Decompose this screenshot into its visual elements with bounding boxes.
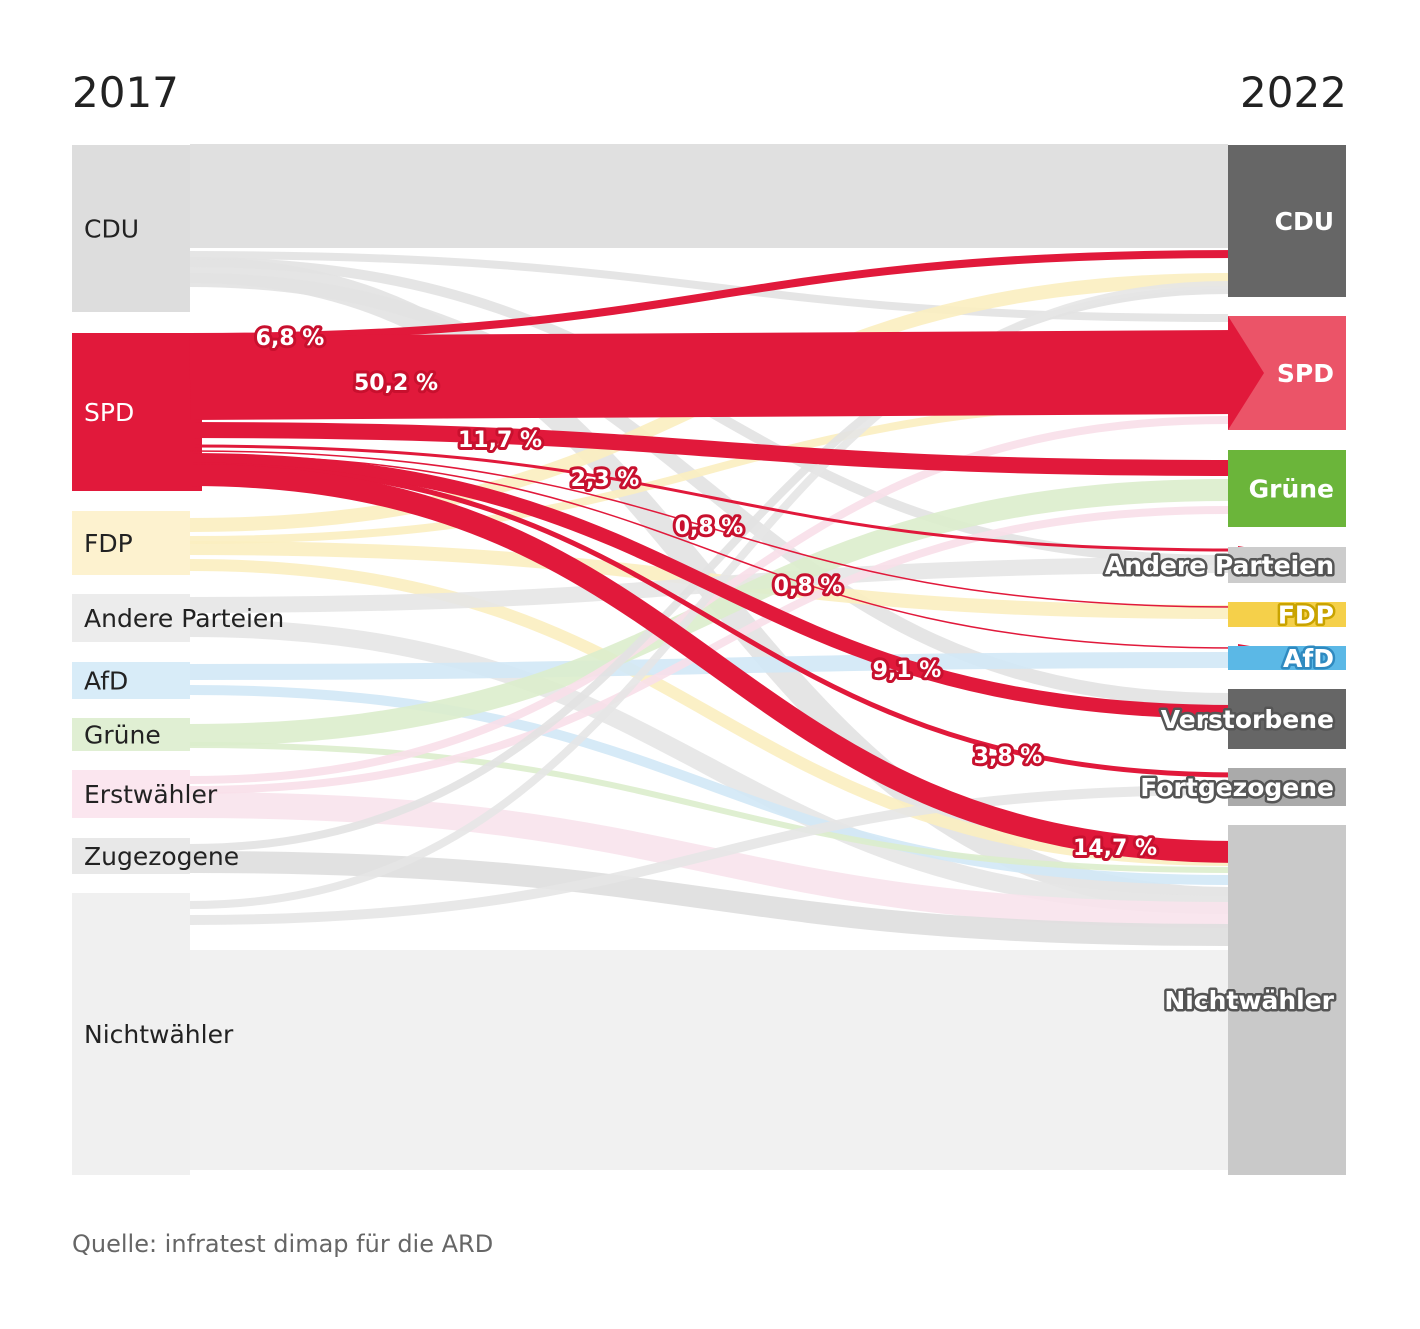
flow-nicht-to-cdu bbox=[189, 281, 1229, 909]
flow-cdu-to-verst bbox=[189, 273, 1229, 707]
target-nodes: CDU SPD Grüne Andere Parteien FDP AfD Verstorb… bbox=[1102, 145, 1346, 1175]
year-2022: 2022 bbox=[1240, 68, 1347, 117]
target-label-verst: Verstorbene bbox=[1161, 705, 1334, 734]
source-label-erst: Erstwähler bbox=[84, 780, 218, 809]
spd-flow-to-verst bbox=[189, 453, 1239, 719]
flow-afd-to-nicht bbox=[189, 685, 1229, 885]
flow-label-afd: 0,8 % bbox=[774, 574, 843, 599]
target-label-afd: AfD bbox=[1283, 644, 1334, 673]
source-label-spd: SPD bbox=[84, 398, 134, 427]
spd-target-chevron bbox=[1228, 316, 1264, 430]
target-label-spd: SPD bbox=[1277, 359, 1334, 388]
target-label-nicht: Nichtwähler bbox=[1164, 986, 1334, 1015]
target-node-fort bbox=[1228, 768, 1346, 806]
flow-gruene-to-nicht bbox=[189, 742, 1229, 873]
source-label-zuge: Zugezogene bbox=[84, 842, 239, 871]
source-node-cdu bbox=[72, 145, 190, 312]
spd-flow-to-fort bbox=[189, 462, 1239, 778]
target-label-andere: Andere Parteien bbox=[1105, 551, 1334, 580]
spd-flow-to-spd bbox=[189, 330, 1239, 420]
flow-label-fort: 3,8 % bbox=[974, 744, 1043, 769]
source-nodes: CDU SPD FDP Andere Parteien AfD Grüne Erstwähl… bbox=[72, 145, 284, 1175]
flow-cdu-to-spd bbox=[189, 251, 1229, 322]
spd-flow-to-fdp bbox=[189, 450, 1239, 608]
source-label-gruene: Grüne bbox=[84, 721, 161, 750]
spd-flow-to-afd bbox=[189, 454, 1239, 649]
source-node-erst bbox=[72, 770, 190, 818]
flow-andere-to-nicht bbox=[189, 619, 1229, 914]
target-node-gruene bbox=[1228, 450, 1346, 527]
flow-label-andere: 2,3 % bbox=[571, 467, 640, 492]
spd-flow-to-nicht bbox=[189, 464, 1239, 863]
flow-label-nicht: 14,7 % bbox=[1073, 836, 1157, 861]
target-label-cdu: CDU bbox=[1275, 207, 1334, 236]
target-node-nicht bbox=[1228, 825, 1346, 1175]
source-node-afd bbox=[72, 662, 190, 699]
target-label-fort: Fortgezogene bbox=[1140, 773, 1334, 802]
spd-flow-to-cdu bbox=[189, 250, 1239, 341]
flow-label-cdu: 6,8 % bbox=[256, 326, 325, 351]
spd-flow-to-andere bbox=[189, 444, 1239, 552]
flow-nicht-to-fort bbox=[189, 785, 1229, 925]
spd-flow-labels: 6,8 % 50,2 % 11,7 % 2,3 % 0,8 % 0,8 % 9,1 % 3,8… bbox=[253, 323, 1160, 864]
source-node-gruene bbox=[72, 718, 190, 751]
year-2017: 2017 bbox=[72, 68, 179, 117]
flow-fdp-to-nicht bbox=[189, 559, 1229, 866]
source-node-andere bbox=[72, 594, 190, 642]
flow-label-spd: 50,2 % bbox=[354, 371, 438, 396]
spd-flows bbox=[189, 250, 1262, 863]
target-node-fdp bbox=[1228, 602, 1346, 627]
source-label-nicht: Nichtwähler bbox=[84, 1020, 234, 1049]
target-label-gruene: Grüne bbox=[1249, 475, 1334, 504]
flow-label-gruene: 11,7 % bbox=[458, 428, 542, 453]
target-node-afd bbox=[1228, 646, 1346, 670]
source-node-nicht bbox=[72, 893, 190, 1175]
source-node-zuge bbox=[72, 838, 190, 874]
spd-flow-to-gruene bbox=[189, 422, 1239, 476]
flow-label-fdp: 0,8 % bbox=[675, 515, 744, 540]
flow-gruene-to-gruene bbox=[189, 479, 1229, 746]
target-node-verst bbox=[1228, 689, 1346, 749]
source-label-afd: AfD bbox=[84, 667, 128, 696]
source-label-fdp: FDP bbox=[84, 529, 133, 558]
source-label-cdu: CDU bbox=[84, 215, 139, 244]
source-node-spd bbox=[72, 333, 190, 491]
source-label-andere: Andere Parteien bbox=[84, 604, 284, 633]
source-note: Quelle: infratest dimap für die ARD bbox=[72, 1230, 494, 1258]
flow-label-verst: 9,1 % bbox=[873, 658, 942, 683]
source-node-fdp bbox=[72, 511, 190, 575]
target-node-andere bbox=[1228, 547, 1346, 583]
background-flows bbox=[189, 143, 1229, 1171]
target-label-fdp: FDP bbox=[1278, 601, 1334, 630]
target-node-cdu bbox=[1228, 145, 1346, 297]
